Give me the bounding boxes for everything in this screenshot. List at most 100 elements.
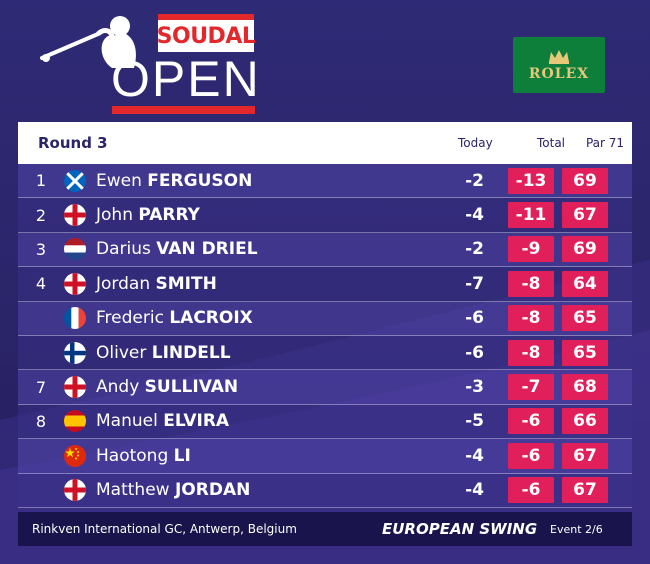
venue: Rinkven International GC, Antwerp, Belgi…	[32, 522, 297, 536]
player-name: Haotong LI	[96, 446, 434, 466]
player-name: Matthew JORDAN	[96, 480, 434, 500]
netherlands-flag-icon	[64, 238, 86, 261]
finland-flag-icon	[64, 341, 86, 364]
round-score: 64	[562, 270, 608, 297]
sponsor-logo: SOUDAL	[156, 14, 256, 52]
today-score: -4	[465, 480, 484, 501]
golfer-logo-icon	[40, 16, 136, 68]
total-score: -8	[508, 270, 554, 297]
round-score: 69	[562, 236, 608, 263]
first-name: Frederic	[96, 308, 164, 329]
player-name: Ewen FERGUSON	[96, 171, 434, 191]
round-score: 67	[562, 442, 608, 469]
total-score: -13	[508, 167, 554, 194]
round-score: 68	[562, 374, 608, 401]
england-flag-icon	[64, 272, 86, 295]
england-flag-icon	[64, 479, 86, 502]
last-name: VAN DRIEL	[156, 239, 258, 260]
first-name: Manuel	[96, 411, 158, 432]
event-count: Event 2/6	[550, 522, 603, 536]
today-score: -7	[465, 273, 484, 294]
total-score: -9	[508, 236, 554, 263]
sponsor-name: SOUDAL	[156, 23, 256, 49]
round-score: 69	[562, 167, 608, 194]
china-flag-icon	[64, 444, 86, 467]
round-score: 67	[562, 477, 608, 504]
leaderboard: Round 3 Today Total Par 71 1 Ewen FERGUSO…	[18, 122, 632, 546]
spain-flag-icon	[64, 410, 86, 433]
col-total: Total	[536, 136, 566, 150]
table-row: Haotong LI -4 -6 67	[18, 439, 632, 474]
first-name: Matthew	[96, 480, 170, 501]
today-score: -4	[465, 205, 484, 226]
england-flag-icon	[64, 204, 86, 227]
total-score: -6	[508, 477, 554, 504]
table-row: Oliver LINDELL -6 -8 65	[18, 335, 632, 371]
title-underline	[112, 106, 255, 114]
round-score: 65	[562, 339, 608, 366]
scotland-flag-icon	[64, 169, 86, 192]
last-name: LACROIX	[169, 308, 253, 329]
table-row: 3 Darius VAN DRIEL -2 -9 69	[18, 232, 632, 268]
leaderboard-rows: 1 Ewen FERGUSON -2 -13 69 2 John PARRY -4 -11 67 3…	[18, 164, 632, 508]
last-name: LI	[173, 445, 191, 466]
total-score: -8	[508, 305, 554, 332]
player-name: Manuel ELVIRA	[96, 411, 434, 431]
last-name: JORDAN	[174, 480, 251, 501]
leaderboard-header: Round 3 Today Total Par 71	[18, 122, 632, 164]
position: 4	[35, 274, 47, 294]
table-row: 8 Manuel ELVIRA -5 -6 66	[18, 404, 632, 440]
crown-icon	[549, 50, 569, 64]
round-score: 66	[562, 408, 608, 435]
position: 1	[35, 171, 47, 191]
today-score: -5	[465, 411, 484, 432]
player-name: John PARRY	[96, 205, 434, 225]
today-score: -6	[465, 308, 484, 329]
last-name: LINDELL	[151, 342, 231, 363]
first-name: Darius	[96, 239, 151, 260]
last-name: FERGUSON	[147, 170, 253, 191]
position: 2	[35, 205, 47, 225]
col-today: Today	[458, 136, 493, 150]
position: 7	[35, 377, 47, 397]
today-score: -6	[465, 342, 484, 363]
footer: Rinkven International GC, Antwerp, Belgi…	[18, 512, 632, 546]
total-score: -6	[508, 442, 554, 469]
round-label: Round 3	[38, 134, 108, 152]
player-name: Jordan SMITH	[96, 274, 434, 294]
first-name: Jordan	[96, 273, 151, 294]
event-title: OPEN	[111, 51, 261, 107]
france-flag-icon	[64, 307, 86, 330]
position: 3	[35, 239, 47, 259]
first-name: Ewen	[96, 170, 142, 191]
today-score: -2	[465, 239, 484, 260]
partner-name: ROLEX	[528, 66, 590, 82]
player-name: Frederic LACROIX	[96, 308, 434, 328]
table-row: 2 John PARRY -4 -11 67	[18, 198, 632, 233]
total-score: -8	[508, 339, 554, 366]
total-score: -11	[508, 202, 554, 229]
position: 8	[35, 411, 47, 431]
first-name: Haotong	[96, 445, 169, 466]
round-score: 65	[562, 305, 608, 332]
table-row: Frederic LACROIX -6 -8 65	[18, 301, 632, 336]
series-name: EUROPEAN SWING	[382, 520, 538, 538]
table-row: 7 Andy SULLIVAN -3 -7 68	[18, 370, 632, 405]
first-name: Oliver	[96, 342, 147, 363]
total-score: -6	[508, 408, 554, 435]
last-name: SULLIVAN	[144, 377, 239, 398]
player-name: Oliver LINDELL	[96, 343, 434, 363]
england-flag-icon	[64, 376, 86, 399]
total-score: -7	[508, 374, 554, 401]
player-name: Andy SULLIVAN	[96, 377, 434, 397]
round-score: 67	[562, 202, 608, 229]
last-name: ELVIRA	[163, 411, 230, 432]
first-name: Andy	[96, 377, 140, 398]
first-name: John	[96, 205, 133, 226]
last-name: PARRY	[138, 205, 200, 226]
table-row: 4 Jordan SMITH -7 -8 64	[18, 267, 632, 302]
header: SOUDAL OPEN ROLEX	[18, 0, 632, 122]
col-par: Par 71	[585, 136, 625, 150]
table-row: Matthew JORDAN -4 -6 67	[18, 473, 632, 508]
player-name: Darius VAN DRIEL	[96, 239, 434, 259]
